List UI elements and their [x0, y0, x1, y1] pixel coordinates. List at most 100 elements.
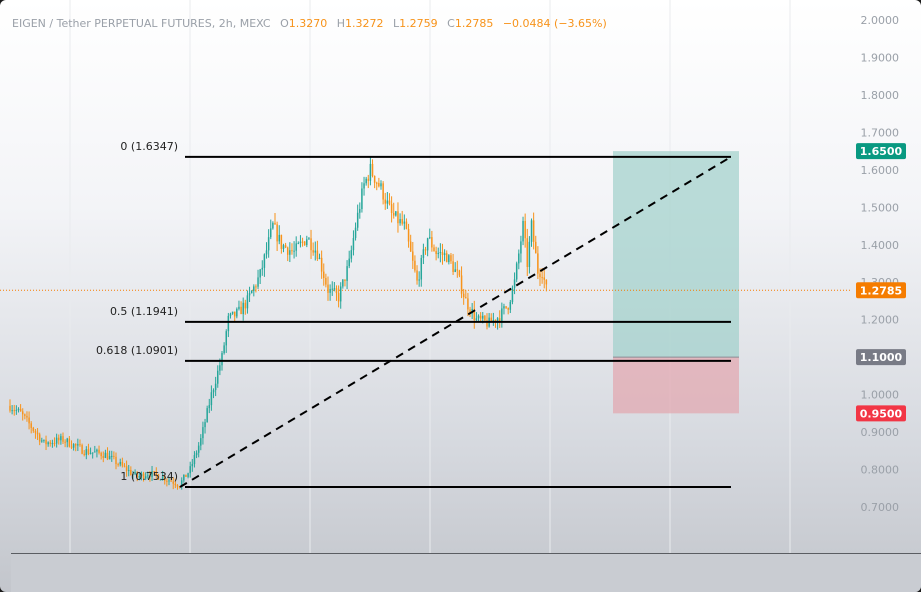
candle-body [496, 318, 499, 323]
fib-retracement[interactable]: 0 (1.6347) 0.5 (1.1941) 0.618 (1.0901) 1 (0… [96, 140, 731, 488]
candle-body [174, 483, 177, 486]
trend-line[interactable] [179, 155, 732, 488]
price-axis[interactable]: 2.0000 1.9000 1.8000 1.7000 1.6000 1.5000 1.40… [861, 14, 900, 514]
close-value: 1.2785 [455, 17, 494, 30]
candle-body [363, 183, 365, 189]
open-label: O [280, 17, 289, 30]
candle-body [437, 252, 439, 255]
candle-body [450, 255, 452, 262]
candle-body [346, 266, 348, 281]
candle-body [522, 220, 524, 242]
candle-body [178, 486, 181, 488]
candle-body [30, 423, 32, 428]
candle-body [526, 238, 529, 267]
entry-price-badge-label: 1.1000 [860, 351, 903, 364]
price-axis-tick-label: 0.8000 [861, 464, 900, 477]
candle-body [323, 271, 325, 279]
candle-body [96, 449, 98, 452]
candle-body [329, 288, 331, 293]
stop-price-badge [856, 405, 906, 422]
candle-body [149, 475, 151, 478]
candle-body [306, 239, 308, 246]
candle-body [119, 461, 121, 465]
candle-body [445, 253, 448, 263]
candle-body [308, 238, 310, 240]
candle-body [505, 306, 507, 308]
candle-body [121, 461, 124, 466]
candle-body [265, 250, 268, 255]
candle-body [376, 182, 378, 184]
candle-body [100, 452, 102, 457]
candle-body [291, 250, 293, 252]
stop-zone[interactable] [613, 357, 739, 414]
candle-body [125, 466, 128, 472]
candle-body [191, 464, 194, 467]
candle-body [348, 258, 350, 267]
candle-body [342, 279, 344, 287]
candle-body [236, 308, 238, 317]
candle-body [407, 229, 410, 242]
candle-body [85, 449, 88, 455]
candle-body [24, 414, 26, 416]
candle-body [354, 227, 357, 238]
fib-level-label: 0 (1.6347) [120, 140, 178, 153]
candle-body [106, 452, 109, 460]
time-axis[interactable] [11, 553, 921, 592]
candle-body [272, 222, 274, 229]
candle-body [441, 252, 444, 256]
candle-body [77, 444, 79, 446]
candle-body [200, 438, 202, 446]
candle-body [104, 452, 107, 458]
symbol-title: EIGEN / Tether PERPETUAL FUTURES, 2h, ME… [12, 17, 271, 30]
candle-body [327, 284, 329, 293]
candle-body [60, 436, 62, 441]
candles [9, 156, 548, 490]
price-axis-tick-label: 1.4000 [861, 239, 900, 252]
price-axis-tick-label: 1.9000 [861, 51, 900, 64]
candle-body [108, 456, 111, 460]
candle-body [164, 476, 166, 481]
candle-body [378, 183, 380, 187]
candle-body [94, 451, 96, 453]
candle-body [208, 405, 211, 409]
candle-body [314, 250, 317, 253]
candle-body [117, 464, 119, 466]
candle-body [316, 250, 319, 259]
candle-body [32, 427, 35, 431]
low-label: L [393, 17, 400, 30]
candle-body [412, 251, 414, 261]
candle-body [405, 221, 408, 230]
candle-body [490, 317, 492, 323]
candle-body [91, 452, 94, 454]
fib-level-label: 0.618 (1.0901) [96, 344, 178, 357]
candle-body [111, 455, 113, 457]
candle-body [113, 455, 115, 457]
candle-body [227, 315, 230, 332]
candle-body [55, 437, 58, 444]
candle-body [229, 313, 232, 316]
candle-body [217, 370, 219, 384]
target-zone[interactable] [613, 151, 739, 358]
candle-body [214, 383, 217, 391]
candle-body [289, 250, 291, 255]
candle-body [333, 288, 336, 290]
price-axis-tick-label: 1.6000 [861, 164, 900, 177]
price-axis-tick-label: 1.8000 [861, 89, 900, 102]
candle-body [475, 318, 478, 321]
stop-price-badge-label: 0.9500 [860, 407, 903, 420]
candle-body [276, 224, 278, 242]
candle-body [274, 222, 276, 225]
candle-body [98, 449, 100, 453]
candle-body [501, 308, 503, 322]
candle-body [543, 277, 545, 280]
candle-body [81, 445, 83, 454]
candle-body [537, 253, 539, 274]
candle-body [397, 211, 399, 224]
candle-body [293, 250, 295, 252]
candle-body [524, 220, 526, 239]
candle-body [87, 449, 90, 454]
candle-body [70, 446, 73, 448]
candle-body [255, 286, 257, 288]
